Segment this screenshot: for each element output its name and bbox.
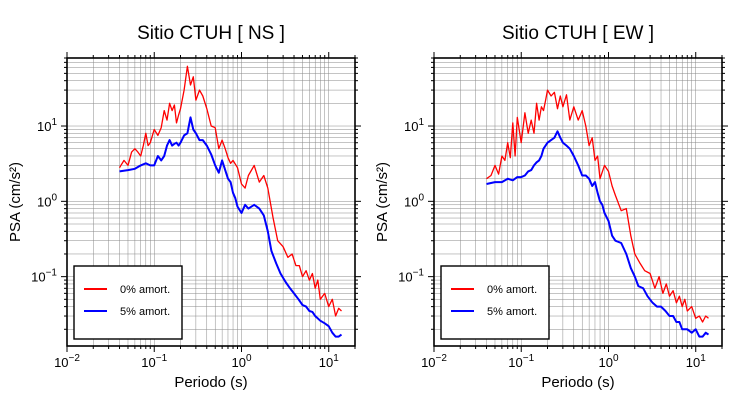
legend-label: 5% amort. (487, 306, 537, 318)
legend-label: 0% amort. (120, 284, 170, 296)
x-tick-label: 10−2 (421, 353, 447, 370)
chart-panel-2: 10−2 10−1 100 101 10−1 100 101 Sitio CTUH [ EW … (374, 23, 728, 391)
y-axis-label: PSA (cm/s²) (374, 162, 391, 242)
x-tick-label: 101 (686, 353, 706, 370)
chart-title: Sitio CTUH [ NS ] (137, 23, 285, 44)
x-axis-label: Periodo (s) (541, 374, 614, 391)
chart-panel-1: 10−2 10−1 100 101 10−1 100 101 Sitio CTUH [ NS … (7, 23, 361, 391)
x-tick-label: 10−2 (54, 353, 80, 370)
series-line-1 (118, 65, 342, 317)
series-line-1 (486, 89, 709, 323)
x-tick-label: 10−1 (141, 353, 167, 370)
axes-frame (433, 57, 723, 347)
y-tick-label: 101 (404, 117, 424, 134)
y-tick-label: 101 (37, 117, 57, 134)
x-tick-label: 101 (319, 353, 339, 370)
series-line-2 (119, 116, 343, 338)
legend: 0% amort. 5% amort. (440, 265, 550, 340)
legend-label: 5% amort. (120, 306, 170, 318)
legend-box (440, 265, 550, 340)
axes-frame (66, 57, 356, 347)
chart-title: Sitio CTUH [ EW ] (502, 23, 654, 44)
y-tick-label: 100 (404, 192, 424, 209)
x-tick-label: 100 (598, 353, 618, 370)
y-tick-label: 10−1 (398, 268, 424, 285)
legend-box (73, 265, 183, 340)
series-line-2 (486, 130, 710, 338)
y-axis-label: PSA (cm/s²) (7, 162, 24, 242)
legend-label: 0% amort. (487, 284, 537, 296)
y-tick-label: 10−1 (31, 268, 57, 285)
ticks (61, 52, 361, 352)
y-tick-label: 100 (37, 192, 57, 209)
grid (66, 57, 356, 346)
legend: 0% amort. 5% amort. (73, 265, 183, 340)
x-tick-label: 100 (231, 353, 251, 370)
x-tick-label: 10−1 (508, 353, 534, 370)
ticks (428, 52, 728, 352)
x-axis-label: Periodo (s) (174, 374, 247, 391)
